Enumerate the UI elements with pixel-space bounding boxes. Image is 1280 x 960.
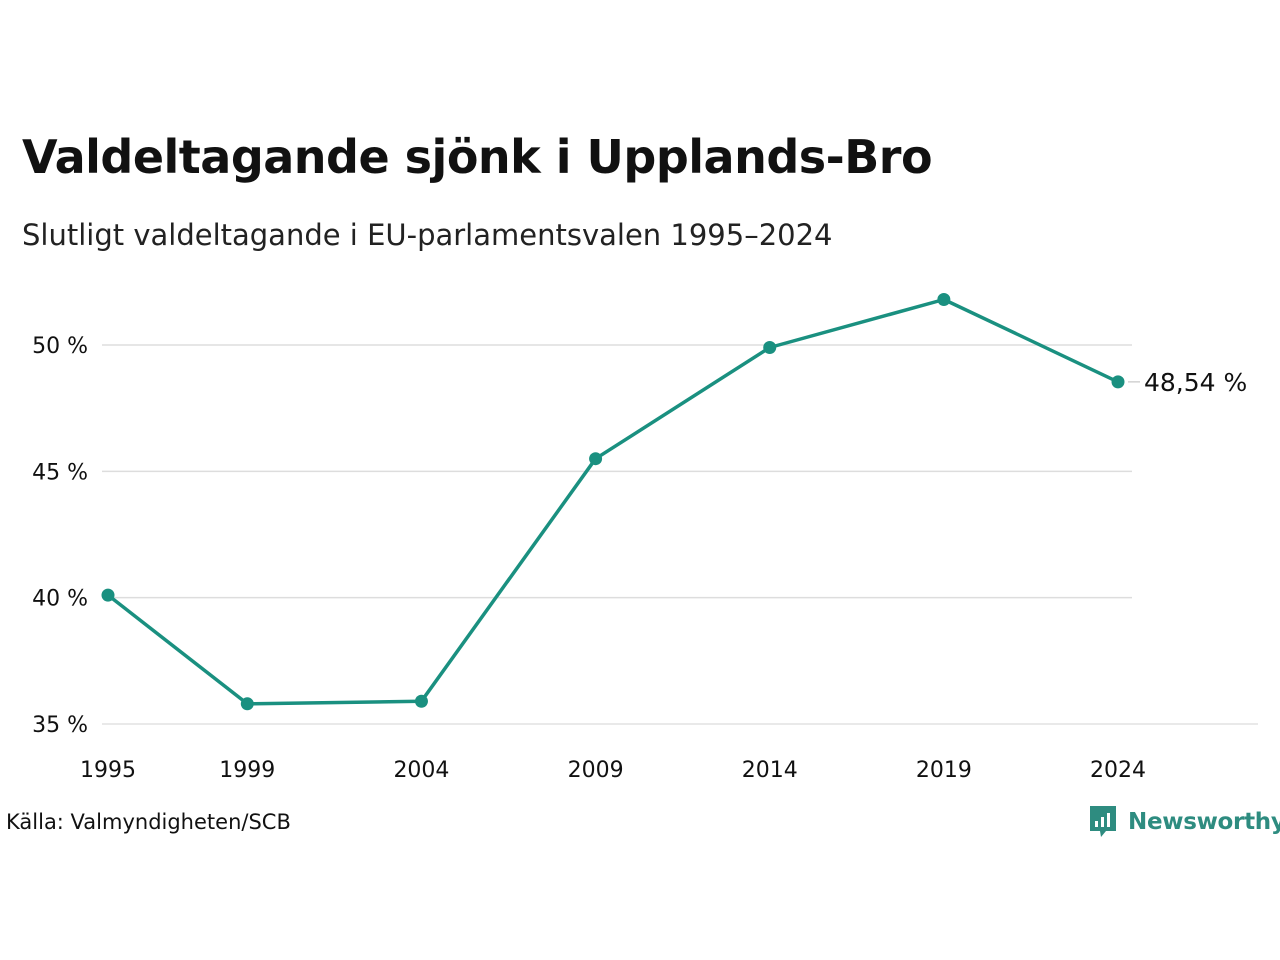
data-point [937,293,951,307]
x-tick-label: 2019 [916,758,972,783]
data-point [1111,375,1125,389]
chart-title: Valdeltagande sjönk i Upplands-Bro [22,130,933,184]
y-tick-label: 45 % [32,460,88,485]
gridlines [102,344,1258,725]
end-value-label: 48,54 % [1144,368,1247,397]
x-tick-label: 2004 [393,758,449,783]
series-line [106,297,1120,706]
x-tick-label: 2014 [742,758,798,783]
x-tick-label: 2009 [568,758,624,783]
data-point [240,697,254,711]
data-point [589,452,603,466]
y-tick-label: 35 % [32,713,88,738]
data-point [101,588,115,602]
chart-subtitle: Slutligt valdeltagande i EU-parlamentsva… [22,218,833,252]
brand-logo: Newsworthy [1088,804,1280,840]
data-point [414,694,428,708]
x-tick-label: 2024 [1090,758,1146,783]
newsworthy-logo-icon [1090,806,1116,837]
source-note: Källa: Valmyndigheten/SCB [6,810,291,834]
y-tick-label: 40 % [32,587,88,612]
y-tick-label: 50 % [32,334,88,359]
y-axis: 35 % 40 % 45 % 50 % [32,334,88,738]
x-axis: 1995 1999 2004 2009 2014 2019 2024 [80,758,1146,783]
x-tick-label: 1995 [80,758,136,783]
x-tick-label: 1999 [219,758,275,783]
brand-name: Newsworthy [1128,809,1280,835]
data-point [763,341,777,355]
data-points [101,293,1125,711]
